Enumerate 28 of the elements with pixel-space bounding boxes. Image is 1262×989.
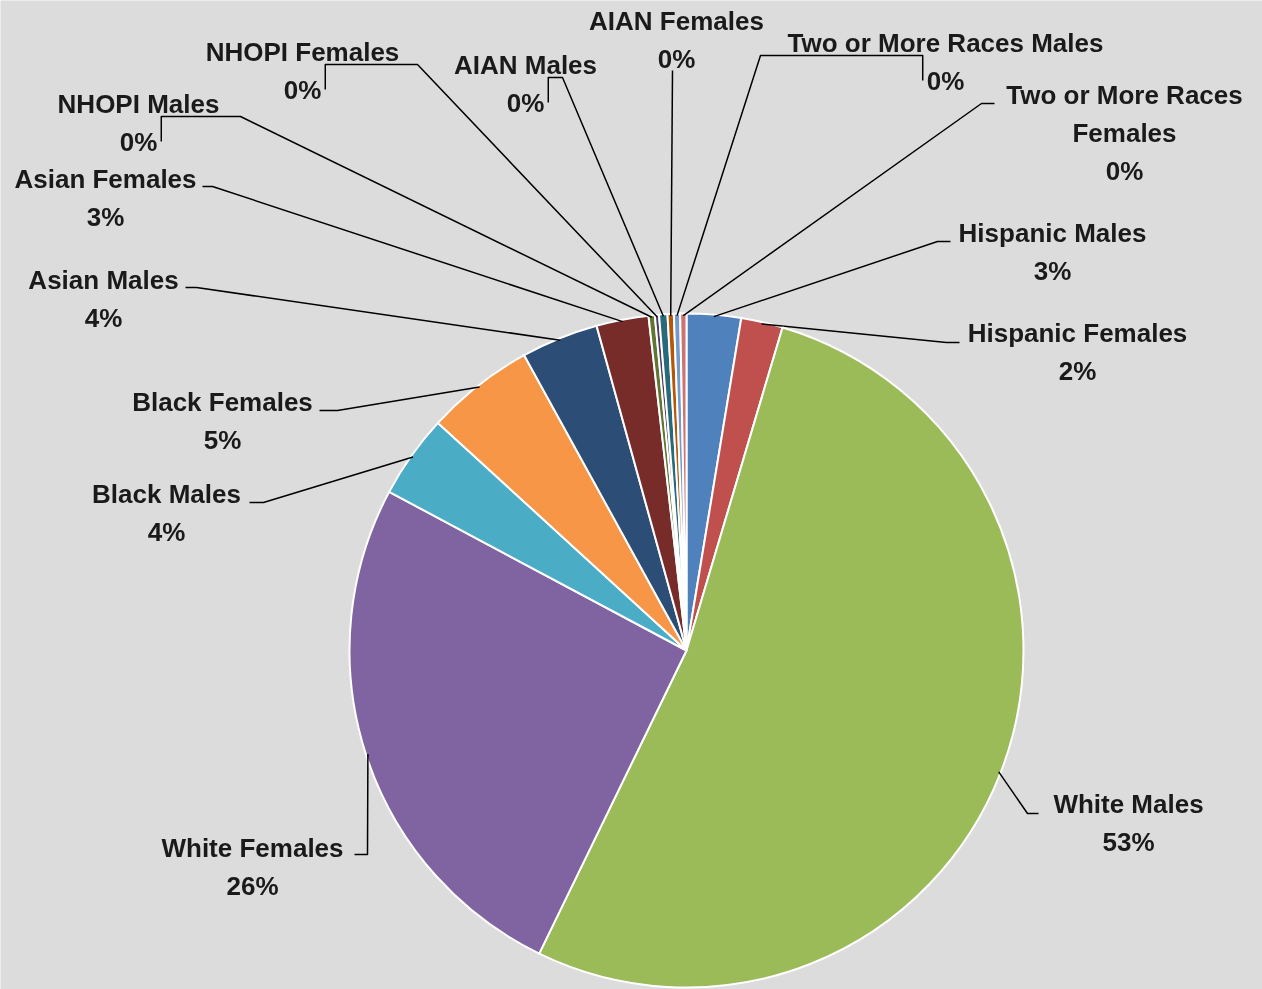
slice-label: Two or More Races Males — [787, 27, 1104, 58]
data-label: 0% — [283, 74, 322, 105]
data-label: 0% — [506, 87, 545, 118]
slice-label: Hispanic Males — [958, 217, 1147, 248]
data-label: 2% — [1058, 355, 1097, 386]
slice-label: Black Females — [132, 386, 313, 417]
slice-label: Asian Males — [28, 264, 179, 295]
data-label: 0% — [1105, 155, 1144, 186]
slice-label: AIAN Males — [453, 49, 598, 80]
slice-label: NHOPI Females — [205, 36, 400, 67]
slice-label: Two or More Races Females — [1006, 79, 1243, 148]
slice-label: White Males — [1053, 788, 1204, 819]
data-label: 53% — [1102, 826, 1155, 857]
data-label: 26% — [226, 870, 279, 901]
data-label: 4% — [84, 302, 123, 333]
data-label: 4% — [147, 516, 186, 547]
data-label: 0% — [657, 43, 696, 74]
slice-label: Hispanic Females — [967, 317, 1188, 348]
slice-label: Black Males — [92, 478, 241, 509]
data-label: 0% — [926, 65, 965, 96]
data-label: 3% — [86, 201, 125, 232]
slice-label: NHOPI Males — [57, 88, 220, 119]
slice-label: White Females — [161, 832, 344, 863]
data-label: 3% — [1033, 255, 1072, 286]
data-label: 0% — [119, 126, 158, 157]
data-label: 5% — [203, 424, 242, 455]
slice-label: Asian Females — [14, 163, 197, 194]
slice-label: AIAN Females — [589, 5, 764, 36]
